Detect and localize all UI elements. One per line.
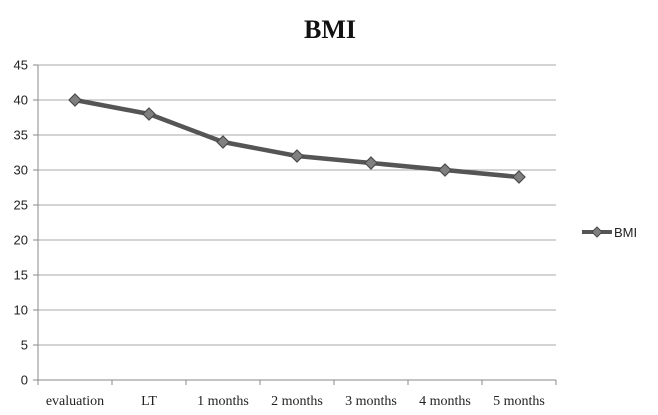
legend-marker-swatch xyxy=(591,226,603,238)
y-tick-label: 45 xyxy=(14,58,28,73)
gridlines xyxy=(38,64,556,346)
y-tick-label: 20 xyxy=(14,233,28,248)
y-axis-tick-labels: 0 5 10 15 20 25 30 35 40 45 xyxy=(14,58,28,388)
y-tick-label: 25 xyxy=(14,198,28,213)
y-tick-label: 30 xyxy=(14,163,28,178)
x-tick-label: 5 months xyxy=(493,394,545,409)
series-layer xyxy=(68,93,526,184)
y-tick-label: 15 xyxy=(14,268,28,283)
x-axis-tick-labels: evaluation LT 1 months 2 months 3 months 4 mo… xyxy=(46,394,545,409)
x-tick-label: 4 months xyxy=(419,394,471,409)
data-point-marker xyxy=(68,93,82,107)
x-tick-label: 1 months xyxy=(197,394,249,409)
data-point-marker xyxy=(290,149,304,163)
y-tick-label: 10 xyxy=(14,303,28,318)
y-tick-label: 35 xyxy=(14,128,28,143)
chart-title: BMI xyxy=(304,15,356,44)
data-point-marker xyxy=(364,156,378,170)
data-point-marker xyxy=(438,163,452,177)
x-tick-label: evaluation xyxy=(46,394,104,409)
axes xyxy=(33,64,557,385)
x-tick-label: 3 months xyxy=(345,394,397,409)
y-tick-label: 5 xyxy=(21,338,28,353)
data-point-marker xyxy=(216,135,230,149)
y-tick-label: 40 xyxy=(14,93,28,108)
legend-label-bmi: BMI xyxy=(614,225,637,240)
data-point-marker xyxy=(512,170,526,184)
y-tick-label: 0 xyxy=(21,373,28,388)
legend: BMI xyxy=(582,225,637,240)
x-tick-label: 2 months xyxy=(271,394,323,409)
series-line-bmi xyxy=(72,97,522,180)
x-tick-label: LT xyxy=(141,394,157,409)
data-point-marker xyxy=(142,107,156,121)
